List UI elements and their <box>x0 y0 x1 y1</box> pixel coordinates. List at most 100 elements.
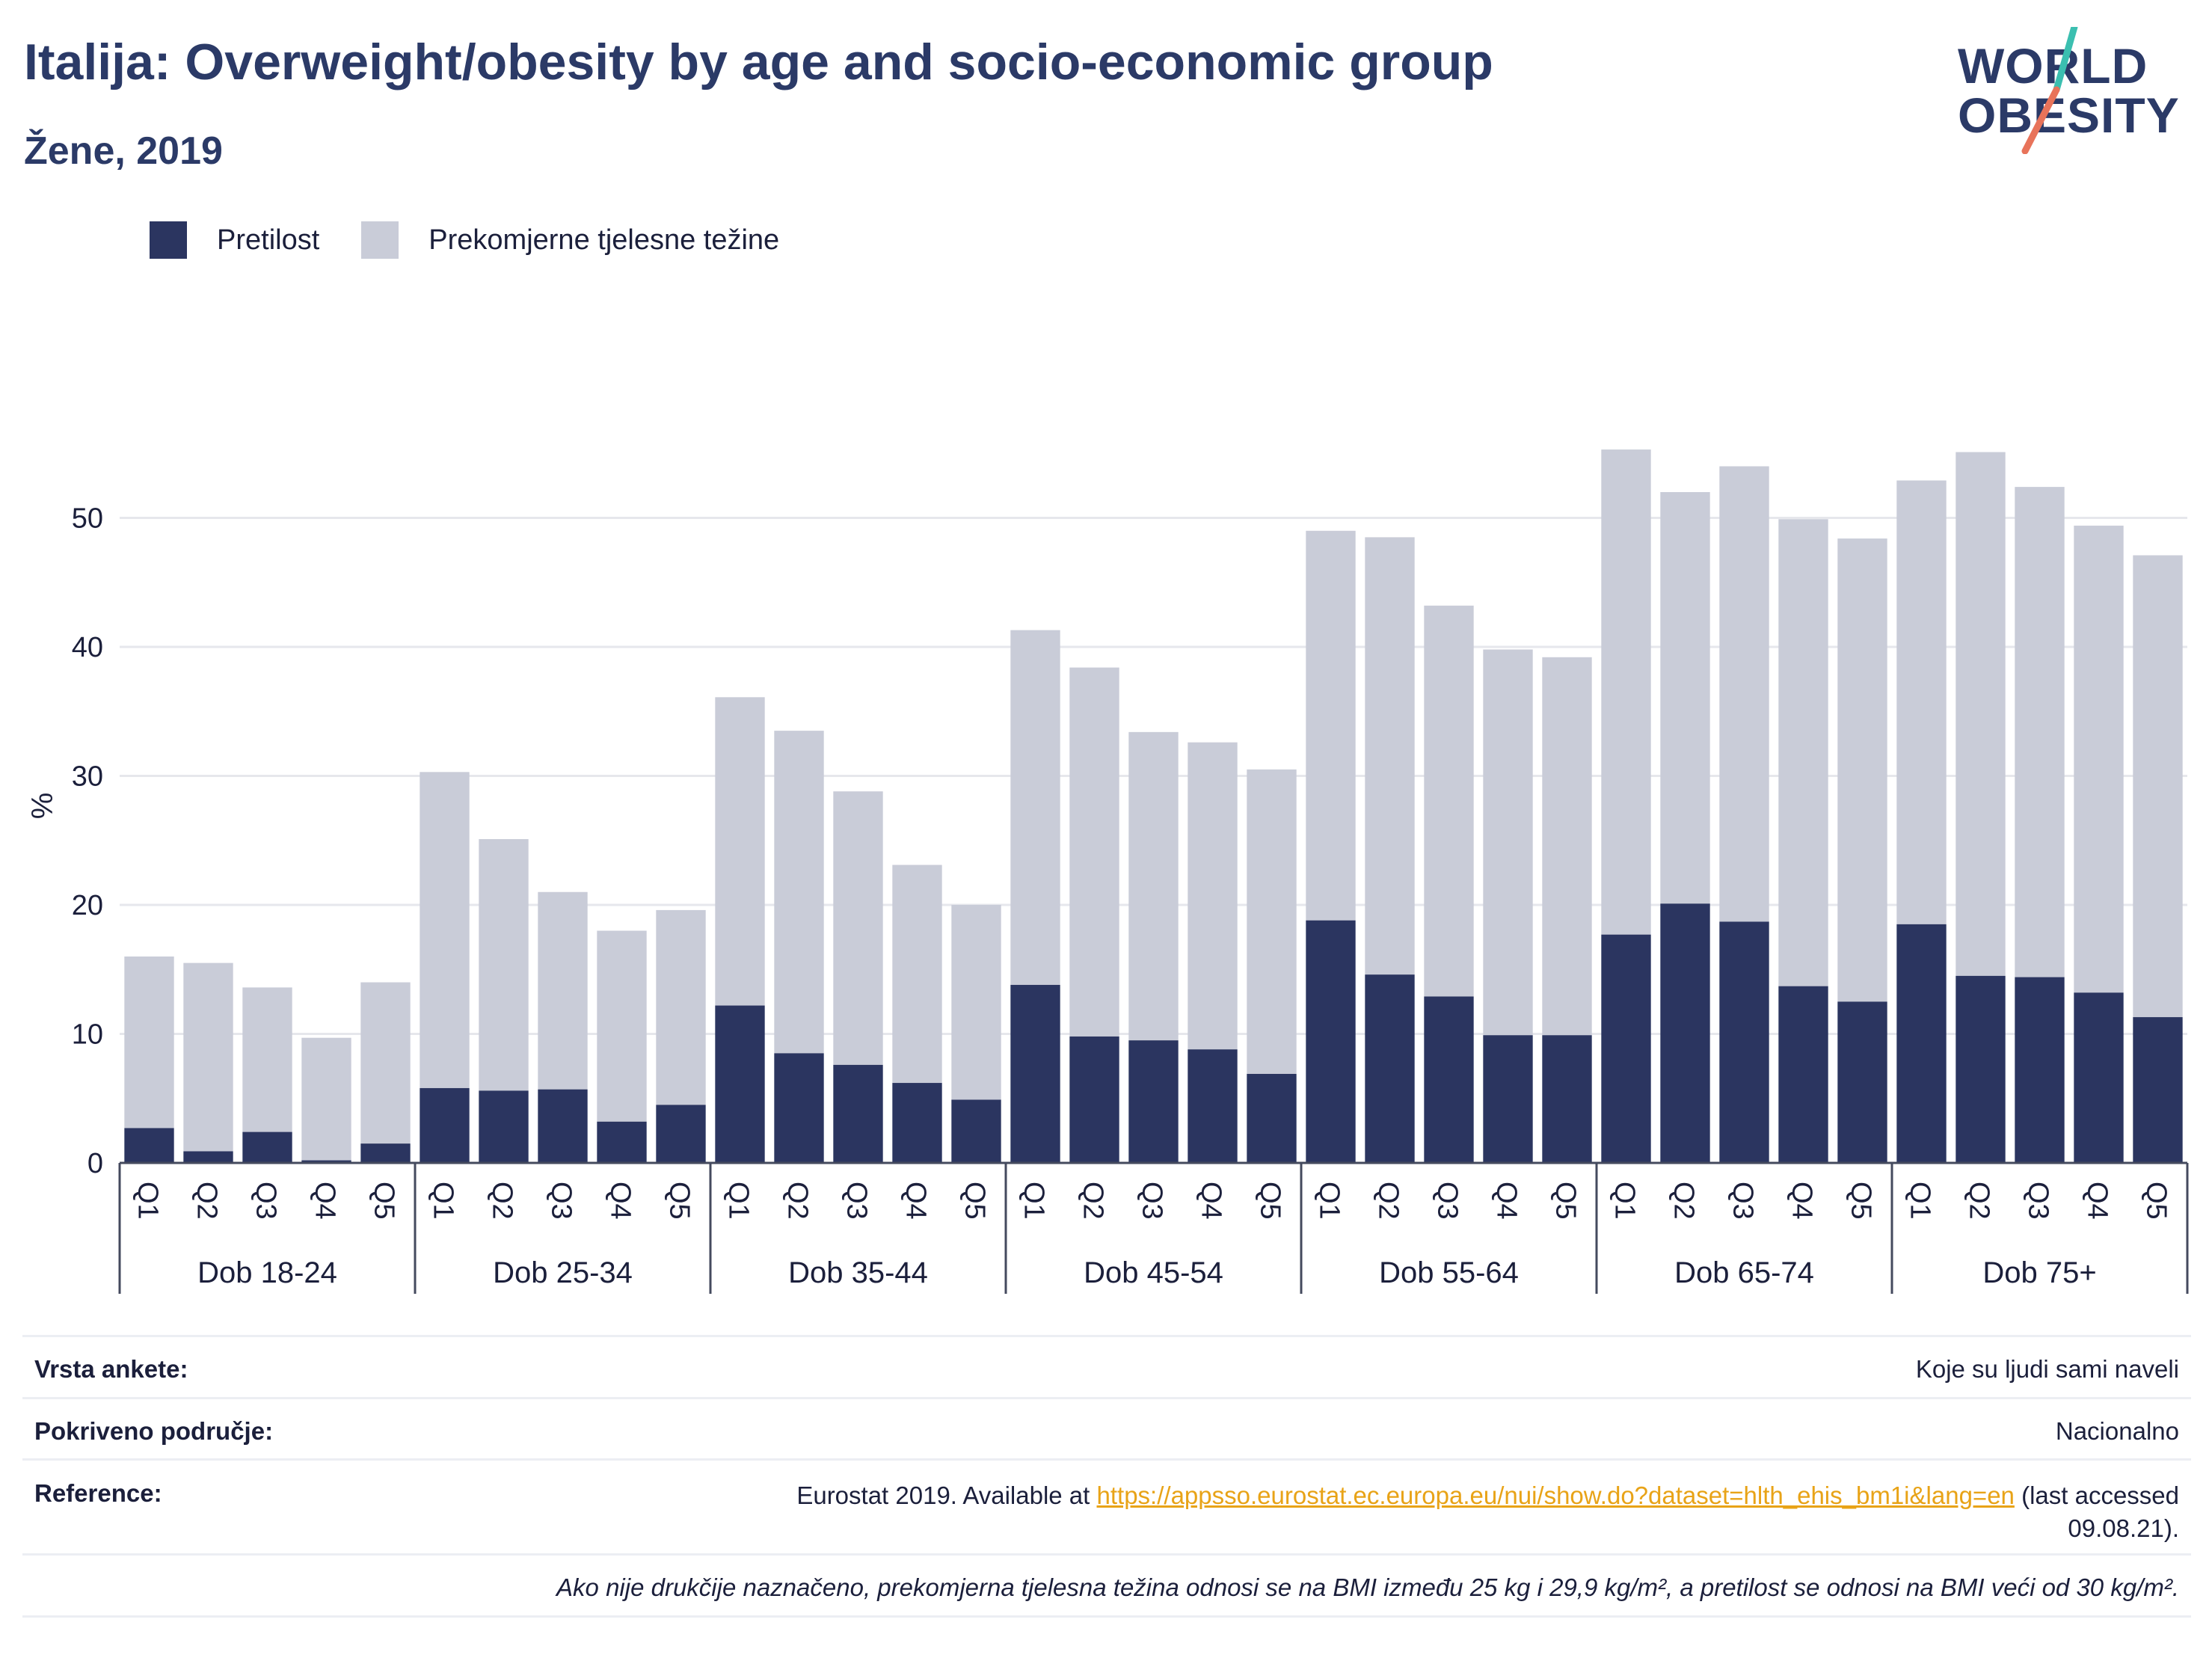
x-tick-label: Q1 <box>1905 1182 1936 1220</box>
bar-overweight <box>1128 731 1179 1041</box>
x-tick-label: Q3 <box>546 1182 577 1220</box>
bar-overweight <box>656 909 706 1105</box>
bar-overweight <box>1247 769 1297 1074</box>
bar-obesity <box>656 1105 706 1163</box>
coverage-label: Pokriveno područje: <box>34 1417 274 1445</box>
group-label: Dob 18-24 <box>197 1256 337 1289</box>
divider <box>22 1397 2191 1399</box>
bar-obesity <box>2015 977 2065 1163</box>
x-tick-label: Q1 <box>132 1182 164 1220</box>
x-tick-label: Q3 <box>1432 1182 1463 1220</box>
bar-obesity <box>420 1087 470 1163</box>
y-tick-label: 20 <box>72 890 103 921</box>
y-tick-label: 40 <box>72 632 103 663</box>
x-tick-label: Q1 <box>723 1182 755 1220</box>
x-tick-label: Q2 <box>1964 1182 1995 1220</box>
bar-overweight <box>538 891 588 1090</box>
x-tick-label: Q2 <box>1078 1182 1109 1220</box>
x-tick-label: Q2 <box>1668 1182 1700 1220</box>
x-tick-label: Q4 <box>1491 1182 1523 1220</box>
bar-obesity <box>538 1089 588 1163</box>
legend-label-pretilost: Pretilost <box>217 224 320 256</box>
bar-overweight <box>715 697 765 1006</box>
y-tick-label: 50 <box>72 503 103 535</box>
reference-suffix: (last accessed <box>2014 1481 2179 1509</box>
bar-overweight <box>124 957 174 1129</box>
x-tick-label: Q3 <box>251 1182 282 1220</box>
bar-obesity <box>1128 1040 1179 1163</box>
group-label: Dob 65-74 <box>1674 1256 1814 1289</box>
survey-value: Koje su ljudi sami naveli <box>1915 1355 2179 1383</box>
bar-obesity <box>1719 921 1769 1163</box>
bar-obesity <box>1069 1036 1119 1163</box>
x-tick-label: Q5 <box>1255 1182 1286 1220</box>
bar-obesity <box>1660 903 1710 1163</box>
x-tick-label: Q4 <box>900 1182 932 1220</box>
bar-overweight <box>420 772 470 1088</box>
bar-overweight <box>2015 487 2065 977</box>
logo-line-2: OBESITY <box>1958 87 2180 143</box>
chart-legend: Pretilost Prekomjerne tjelesne težine <box>150 221 821 259</box>
group-label: Dob 25-34 <box>493 1256 633 1289</box>
legend-swatch-prekomjerne <box>361 221 399 259</box>
divider <box>22 1335 2191 1337</box>
bar-obesity <box>597 1121 647 1163</box>
bar-overweight <box>1306 530 1356 921</box>
definition-note: Ako nije drukčije naznačeno, prekomjerna… <box>556 1573 2179 1601</box>
bar-overweight <box>2074 525 2124 993</box>
reference-label: Reference: <box>34 1479 162 1507</box>
group-label: Dob 55-64 <box>1379 1256 1519 1289</box>
bar-obesity <box>1306 920 1356 1163</box>
bar-overweight <box>1719 466 1769 922</box>
x-tick-label: Q5 <box>2141 1182 2172 1220</box>
bar-overweight <box>2133 555 2183 1018</box>
x-tick-label: Q4 <box>2082 1182 2113 1220</box>
x-tick-label: Q4 <box>1787 1182 1818 1220</box>
survey-label: Vrsta ankete: <box>34 1355 188 1383</box>
bar-overweight <box>1069 667 1119 1037</box>
divider <box>22 1553 2191 1556</box>
bar-obesity <box>1956 975 2006 1163</box>
x-tick-label: Q3 <box>1137 1182 1168 1220</box>
chart-title: Italija: Overweight/obesity by age and s… <box>24 34 1493 90</box>
bar-obesity <box>479 1090 529 1163</box>
bar-overweight <box>1778 519 1828 986</box>
bar-obesity <box>301 1160 351 1163</box>
x-tick-label: Q4 <box>1196 1182 1227 1220</box>
legend-item-pretilost: Pretilost <box>150 221 319 259</box>
x-tick-label: Q3 <box>2023 1182 2054 1220</box>
bar-obesity <box>360 1143 411 1163</box>
logo-line-1: WORLD <box>1958 38 2148 93</box>
bar-overweight <box>183 962 233 1152</box>
bar-obesity <box>1601 934 1651 1163</box>
legend-label-prekomjerne: Prekomjerne tjelesne težine <box>428 224 780 256</box>
bar-overweight <box>1010 630 1060 985</box>
bar-overweight <box>1542 657 1592 1036</box>
reference-link[interactable]: https://appsso.eurostat.ec.europa.eu/nui… <box>1096 1481 2015 1509</box>
bar-obesity <box>1010 984 1060 1163</box>
bar-overweight <box>1424 605 1474 997</box>
bar-overweight <box>892 865 942 1084</box>
x-tick-label: Q2 <box>487 1182 518 1220</box>
bar-overweight <box>1896 480 1947 924</box>
bar-overweight <box>360 982 411 1144</box>
bar-overweight <box>1483 649 1533 1036</box>
y-tick-label: 30 <box>72 761 103 793</box>
bar-overweight <box>597 930 647 1122</box>
bar-obesity <box>242 1132 292 1163</box>
bar-overweight <box>833 791 883 1065</box>
group-label: Dob 45-54 <box>1084 1256 1223 1289</box>
group-label: Dob 35-44 <box>788 1256 928 1289</box>
bar-overweight <box>951 905 1001 1100</box>
y-tick-label: 0 <box>87 1148 103 1179</box>
bar-obesity <box>1188 1049 1238 1163</box>
reference-date: 09.08.21). <box>2068 1514 2179 1542</box>
bar-obesity <box>1365 974 1415 1163</box>
bar-obesity <box>892 1083 942 1163</box>
bar-obesity <box>2133 1017 2183 1163</box>
x-tick-label: Q1 <box>1019 1182 1050 1220</box>
logo-slash-icon <box>2021 27 2078 154</box>
x-tick-label: Q2 <box>1373 1182 1404 1220</box>
bar-overweight <box>242 987 292 1132</box>
reference-value: Eurostat 2019. Available at https://apps… <box>534 1479 2179 1545</box>
